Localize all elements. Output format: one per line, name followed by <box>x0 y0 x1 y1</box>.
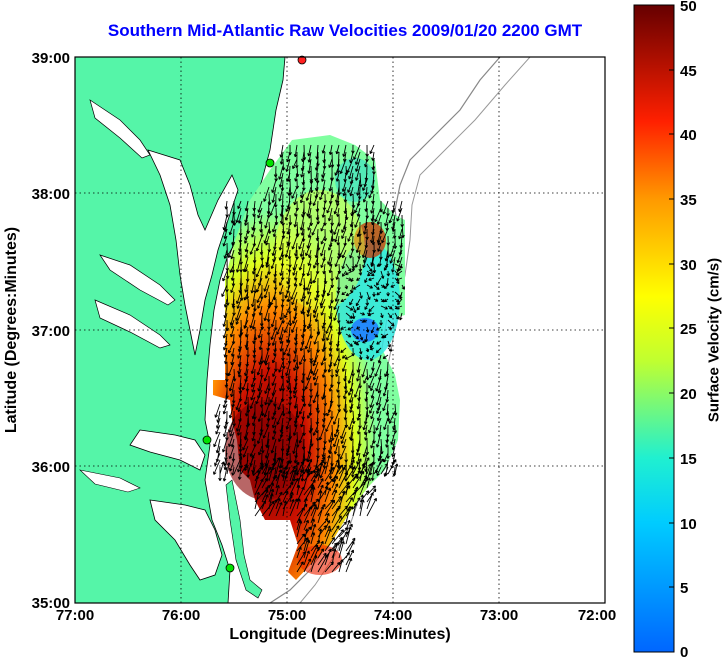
y-tick-label: 35:00 <box>32 595 70 612</box>
y-tick-label: 38:00 <box>32 186 70 203</box>
colorbar-tick-label: 35 <box>680 192 697 209</box>
colorbar-tick-label: 10 <box>680 516 697 533</box>
colorbar-tick-label: 0 <box>680 644 688 659</box>
chesapeake-bay <box>147 149 239 356</box>
x-tick-label: 76:00 <box>162 607 200 624</box>
map-title: Southern Mid-Atlantic Raw Velocities 200… <box>107 21 583 40</box>
colorbar-tick-label: 15 <box>680 451 697 468</box>
y-tick-label: 39:00 <box>32 50 70 67</box>
station-marker <box>225 563 235 573</box>
albemarle-sound <box>129 429 206 471</box>
x-tick-label: 73:00 <box>480 607 518 624</box>
outer-banks <box>225 479 263 599</box>
x-tick-label: 77:00 <box>56 607 94 624</box>
colorbar-tick-label: 20 <box>680 386 697 403</box>
colorbar-tick-label: 30 <box>680 257 697 274</box>
station-marker <box>297 55 307 65</box>
velocity-vectors <box>213 144 405 573</box>
colorbar <box>633 4 675 653</box>
colorbar-tick-label: 45 <box>680 63 697 80</box>
x-axis-label: Longitude (Degrees:Minutes) <box>229 626 451 643</box>
y-tick-label: 36:00 <box>32 459 70 476</box>
velocity-arrows <box>213 144 405 573</box>
colorbar-tick-label: 40 <box>680 127 697 144</box>
colorbar-tick-label: 50 <box>680 0 697 15</box>
station-marker <box>265 158 275 168</box>
x-tick-label: 74:00 <box>374 607 412 624</box>
y-axis-label: Latitude (Degrees:Minutes) <box>3 226 20 434</box>
colorbar-tick-label: 5 <box>680 580 688 597</box>
colorbar-tick-label: 25 <box>680 321 697 338</box>
colorbar-label: Surface Velocity (cm/s) <box>705 257 723 423</box>
x-tick-label: 75:00 <box>268 607 306 624</box>
grid-lines <box>75 57 605 603</box>
x-tick-label: 72:00 <box>578 607 616 624</box>
pamlico-sound <box>149 499 223 581</box>
y-tick-label: 37:00 <box>32 323 70 340</box>
station-marker <box>202 435 212 445</box>
